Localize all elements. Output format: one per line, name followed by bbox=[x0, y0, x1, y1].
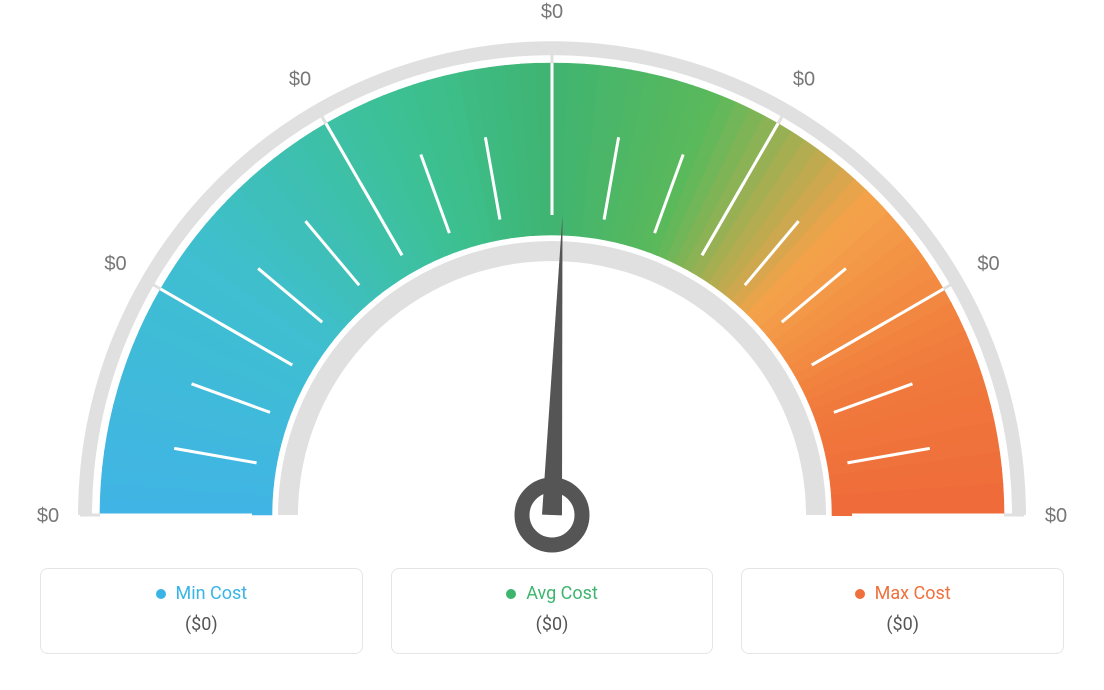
avg-label: Avg Cost bbox=[526, 583, 598, 604]
legend-label-row: Avg Cost bbox=[410, 583, 695, 604]
max-label: Max Cost bbox=[875, 583, 951, 604]
legend-row: Min Cost ($0) Avg Cost ($0) Max Cost ($0… bbox=[0, 568, 1104, 654]
gauge-chart: $0 $0 $0 $0 $0 $0 $0 bbox=[0, 0, 1104, 560]
svg-text:$0: $0 bbox=[793, 69, 815, 91]
svg-text:$0: $0 bbox=[37, 505, 59, 527]
avg-value: ($0) bbox=[410, 614, 695, 635]
svg-text:$0: $0 bbox=[289, 69, 311, 91]
svg-text:$0: $0 bbox=[1045, 505, 1067, 527]
avg-dot-icon bbox=[506, 589, 516, 599]
legend-label-row: Max Cost bbox=[760, 583, 1045, 604]
legend-card-avg: Avg Cost ($0) bbox=[391, 568, 714, 654]
max-dot-icon bbox=[855, 589, 865, 599]
max-value: ($0) bbox=[760, 614, 1045, 635]
legend-label-row: Min Cost bbox=[59, 583, 344, 604]
legend-card-max: Max Cost ($0) bbox=[741, 568, 1064, 654]
legend-card-min: Min Cost ($0) bbox=[40, 568, 363, 654]
svg-text:$0: $0 bbox=[977, 253, 999, 275]
min-dot-icon bbox=[156, 589, 166, 599]
svg-text:$0: $0 bbox=[104, 253, 126, 275]
gauge-svg: $0 $0 $0 $0 $0 $0 $0 bbox=[0, 0, 1104, 560]
min-label: Min Cost bbox=[176, 583, 248, 604]
svg-text:$0: $0 bbox=[541, 1, 563, 23]
min-value: ($0) bbox=[59, 614, 344, 635]
